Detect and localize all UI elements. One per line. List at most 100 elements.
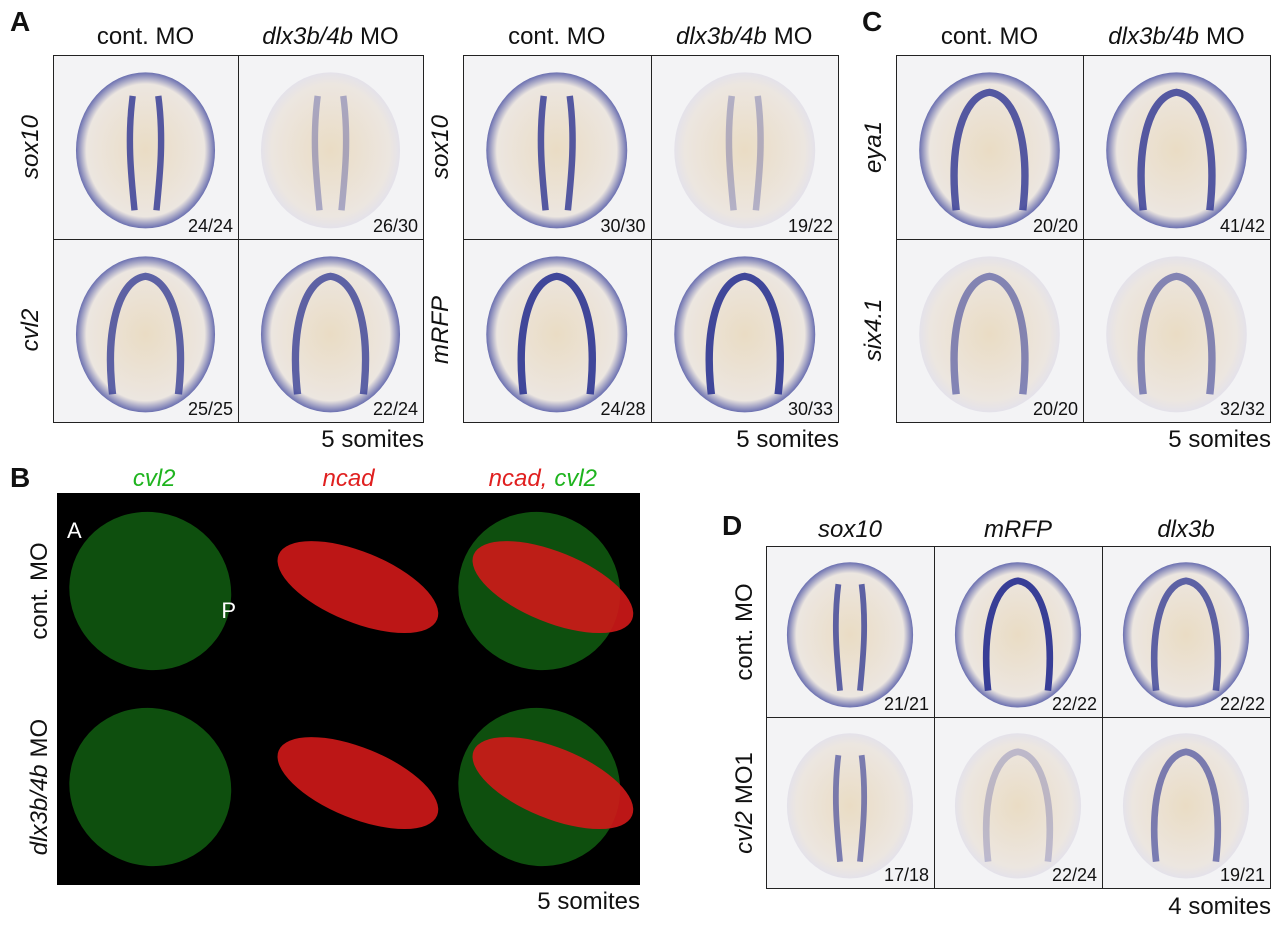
- column-label: mRFP: [984, 516, 1052, 544]
- count-label: 25/25: [187, 399, 233, 419]
- embryo-image: [673, 255, 815, 412]
- row-label: cvl2: [17, 309, 45, 352]
- embryo-image: [260, 72, 401, 229]
- label-part: cont. MO: [508, 23, 606, 50]
- row-label: sox10: [17, 115, 45, 179]
- embryo-image: [486, 255, 628, 412]
- count-label: 30/30: [600, 215, 646, 236]
- image-cell: 30/30: [463, 55, 652, 240]
- image-cell: [251, 493, 446, 689]
- panel-letter: D: [722, 510, 743, 541]
- image-cell: [251, 689, 446, 885]
- embryo-image: [1106, 255, 1247, 412]
- column-label: cont. MO: [941, 23, 1038, 51]
- label-part: cont. MO: [26, 542, 53, 640]
- count-label: 17/18: [883, 865, 929, 885]
- count-label: 32/32: [1219, 399, 1265, 419]
- embryo-image: [75, 255, 216, 412]
- count-label: 22/22: [1051, 694, 1097, 714]
- count-label: 24/24: [187, 215, 233, 236]
- stage-label: 5 somites: [736, 426, 839, 453]
- embryo-image: [1122, 733, 1250, 879]
- image-cell: 22/22: [934, 546, 1103, 718]
- image-cell: 19/22: [650, 55, 839, 240]
- embryo-image: [954, 562, 1082, 708]
- fluorescence-image: [69, 511, 232, 671]
- count-label: 26/30: [372, 215, 418, 236]
- label-part: sox10: [17, 114, 44, 179]
- label-part: cvl2: [132, 465, 176, 492]
- fluorescence-image: [457, 511, 633, 671]
- label-part: sox10: [427, 114, 454, 179]
- image-cell: 17/18: [766, 717, 935, 889]
- label-part: mRFP: [427, 296, 454, 365]
- row-label: dlx3b/4b MO: [26, 719, 54, 855]
- embryo-image: [673, 72, 815, 229]
- image-cell: 41/42: [1083, 55, 1271, 240]
- image-cell: 30/33: [650, 238, 839, 423]
- count-label: 41/42: [1219, 215, 1265, 236]
- embryo-image: [1122, 562, 1250, 708]
- embryo-image: [486, 72, 628, 229]
- label-part: mRFP: [984, 516, 1052, 543]
- label-part: sox10: [817, 516, 883, 543]
- panel-letter: B: [10, 462, 31, 493]
- label-part: dlx3b/4b: [1108, 23, 1200, 50]
- label-part: MO: [26, 718, 53, 758]
- row-label: eya1: [860, 121, 888, 173]
- image-cell: 19/21: [1102, 717, 1271, 889]
- label-part: dlx3b/4b: [26, 764, 53, 856]
- stage-label: 5 somites: [1168, 426, 1271, 453]
- image-cell: 21/21: [766, 546, 935, 718]
- image-cell: 24/28: [463, 238, 652, 423]
- fluorescence-image: [69, 707, 232, 867]
- embryo-image: [954, 733, 1082, 879]
- label-part: cvl2: [731, 810, 758, 854]
- image-cell: 26/30: [238, 55, 424, 240]
- image-annotation: A: [67, 518, 82, 543]
- column-label: dlx3b/4b MO: [1108, 23, 1244, 51]
- fluorescence-image: [457, 707, 633, 867]
- embryo-image: [260, 255, 401, 412]
- column-label: dlx3b: [1157, 516, 1214, 544]
- label-part: MO: [360, 23, 399, 50]
- column-label: dlx3b/4b MO: [676, 23, 812, 51]
- label-part: MO: [773, 23, 813, 50]
- image-cell: 22/22: [1102, 546, 1271, 718]
- count-label: 21/21: [883, 694, 929, 714]
- label-part: MO: [1206, 23, 1245, 50]
- count-label: 30/33: [787, 399, 833, 419]
- row-label: sox10: [427, 115, 455, 179]
- column-label: cvl2: [133, 465, 176, 493]
- count-label: 20/20: [1032, 215, 1078, 236]
- label-part: ncad,: [488, 465, 548, 492]
- count-label: 19/22: [787, 215, 833, 236]
- image-cell: [57, 689, 252, 885]
- count-label: 22/24: [372, 399, 418, 419]
- embryo-image: [1106, 72, 1247, 229]
- stage-label: 5 somites: [537, 888, 640, 915]
- label-part: dlx3b: [1157, 516, 1215, 543]
- fluorescence-image: [277, 541, 439, 634]
- row-label: cont. MO: [731, 583, 759, 680]
- label-part: six4.1: [860, 298, 887, 362]
- row-label: cvl2 MO1: [731, 752, 759, 854]
- column-label: ncad: [322, 465, 374, 493]
- embryo-image: [919, 255, 1060, 412]
- label-part: dlx3b/4b: [676, 23, 767, 50]
- column-label: cont. MO: [508, 23, 605, 51]
- column-label: cont. MO: [97, 23, 194, 51]
- label-part: cont. MO: [731, 582, 758, 681]
- image-cell: 20/20: [896, 55, 1084, 240]
- stage-label: 5 somites: [321, 426, 424, 453]
- label-part: cvl2: [554, 465, 598, 492]
- embryo-image: [75, 72, 216, 229]
- count-label: 24/28: [600, 399, 646, 419]
- panel-letter: C: [862, 6, 883, 37]
- image-cell: 22/24: [238, 238, 424, 423]
- image-cell: [445, 493, 640, 689]
- label-part: eya1: [860, 120, 887, 173]
- label-part: dlx3b/4b: [262, 23, 354, 50]
- image-cell: 32/32: [1083, 238, 1271, 423]
